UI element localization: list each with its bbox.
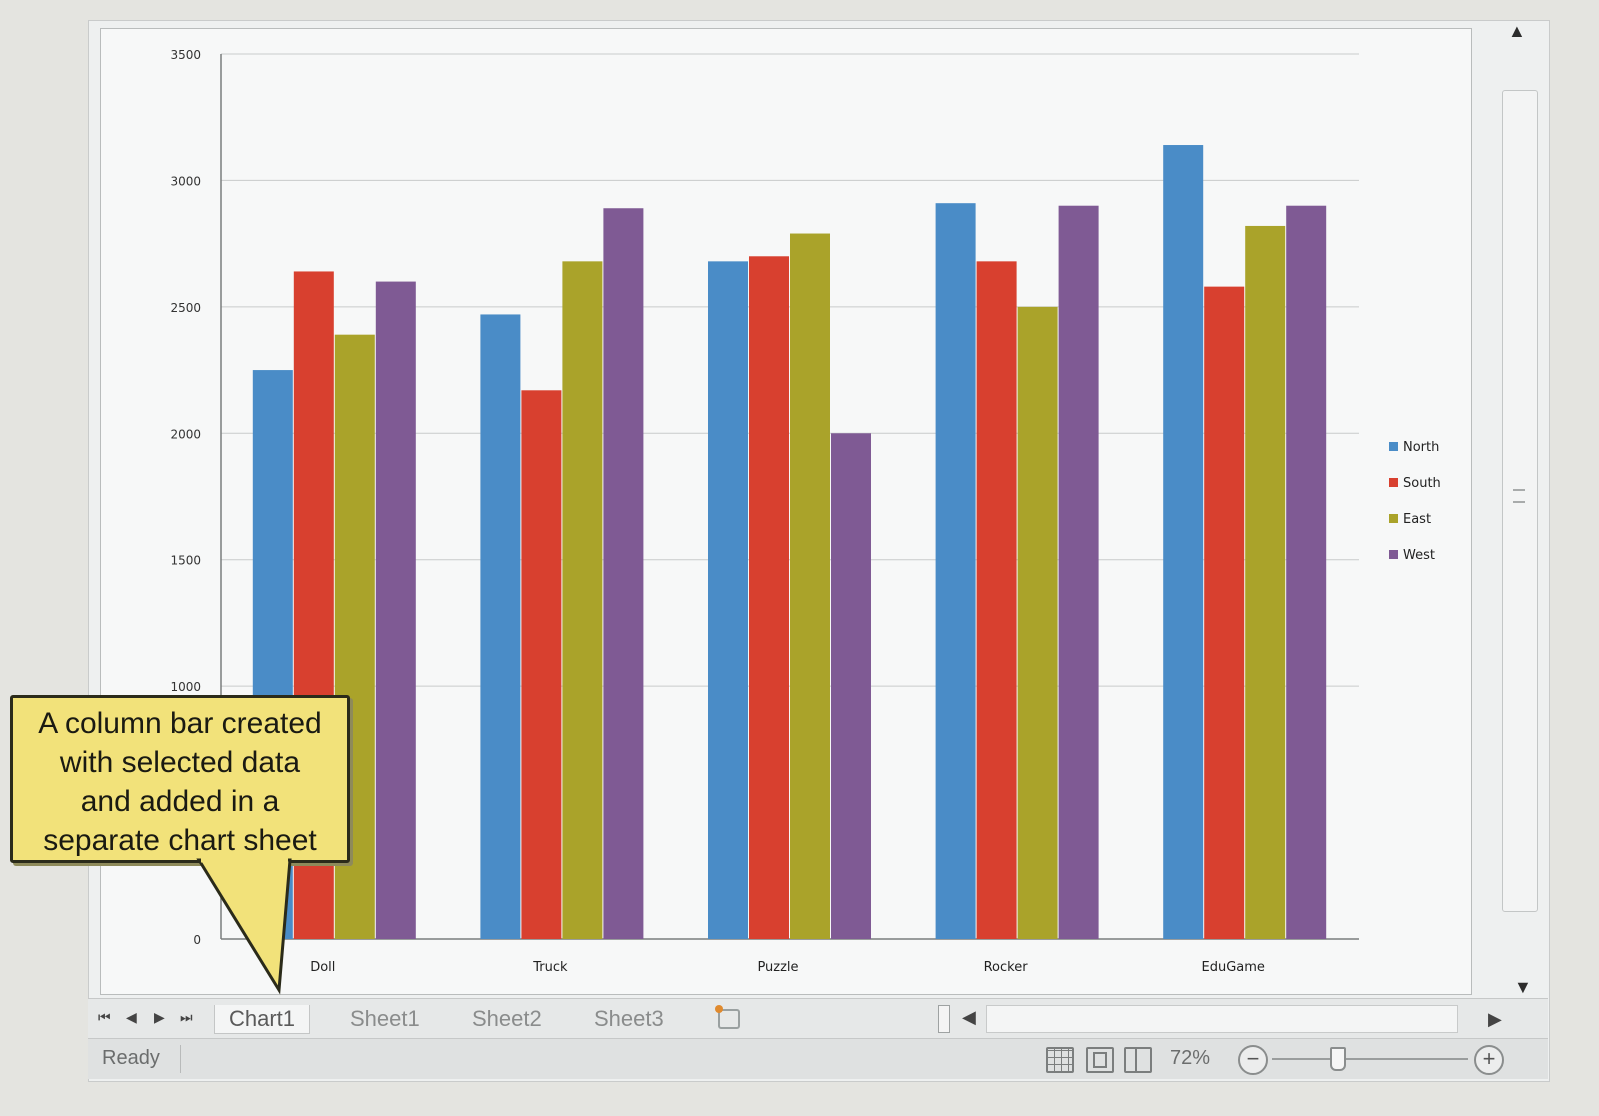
status-bar: Ready 72% − + (88, 1038, 1548, 1079)
last-sheet-icon[interactable]: ⏭ (180, 1009, 193, 1025)
callout-pointer (196, 858, 292, 995)
bar-south-puzzle (749, 256, 789, 939)
bar-west-puzzle (831, 433, 871, 939)
zoom-slider-thumb[interactable] (1330, 1047, 1346, 1071)
x-tick-label: Doll (310, 960, 335, 975)
legend-swatch (1389, 442, 1398, 451)
tab-sheet2[interactable]: Sheet2 (472, 1006, 542, 1031)
column-chart: 0 1000 1500 2000 2500 3000 3500 Doll Truck Puzzle… (170, 48, 1441, 975)
bar-west-rocker (1058, 205, 1099, 939)
bar-south-edugame (1204, 286, 1245, 940)
bar-west-truck (603, 208, 644, 939)
x-tick-label: Puzzle (757, 960, 798, 975)
zoom-out-button[interactable]: − (1238, 1045, 1268, 1075)
sheet-tab-bar: ⏮ ◀ ▶ ⏭ Chart1 Sheet1 Sheet2 Sheet3 ◀ ▶ (88, 998, 1548, 1039)
x-tick-label: Rocker (984, 960, 1029, 975)
legend-label: North (1403, 440, 1439, 455)
tab-chart1[interactable]: Chart1 (214, 1005, 311, 1034)
tab-sheet1[interactable]: Sheet1 (350, 1006, 420, 1031)
callout-line: A column bar created (38, 707, 322, 740)
callout-line: with selected data (59, 746, 301, 779)
bar-north-edugame (1163, 145, 1204, 939)
normal-view-icon[interactable] (1046, 1047, 1074, 1073)
insert-sheet-icon[interactable] (715, 1005, 740, 1029)
zoom-in-button[interactable]: + (1474, 1045, 1504, 1075)
bar-south-truck (521, 390, 562, 939)
page-layout-view-icon[interactable] (1086, 1047, 1114, 1073)
y-tick-label: 2000 (170, 427, 201, 441)
x-tick-label: EduGame (1201, 960, 1264, 975)
first-sheet-icon[interactable]: ⏮ (98, 1009, 111, 1025)
callout-line: separate chart sheet (43, 824, 317, 857)
hscroll-left-icon[interactable]: ◀ (962, 1007, 976, 1027)
page-break-view-icon[interactable] (1124, 1047, 1152, 1073)
bar-north-truck (480, 314, 521, 939)
vertical-scrollbar[interactable] (1502, 90, 1538, 912)
y-tick-label: 1500 (170, 554, 201, 568)
bar-north-puzzle (708, 261, 748, 939)
legend-label: South (1403, 476, 1441, 491)
zoom-level[interactable]: 72% (1170, 1047, 1211, 1069)
y-tick-label: 3000 (170, 174, 201, 188)
next-sheet-icon[interactable]: ▶ (154, 1009, 165, 1025)
legend-swatch (1389, 550, 1398, 559)
callout-box: A column bar created with selected data … (10, 695, 350, 863)
y-tick-label: 0 (193, 933, 201, 947)
bar-east-edugame (1245, 225, 1286, 939)
bar-west-doll (375, 281, 416, 939)
tab-split-handle[interactable] (938, 1005, 950, 1033)
horizontal-scrollbar[interactable] (986, 1005, 1458, 1033)
bar-north-rocker (935, 203, 976, 939)
bar-west-edugame (1286, 205, 1327, 939)
y-tick-label: 3500 (170, 48, 201, 62)
bar-south-rocker (976, 261, 1017, 939)
status-ready: Ready (102, 1047, 160, 1069)
tab-sheet3[interactable]: Sheet3 (594, 1006, 664, 1031)
y-tick-label: 1000 (170, 680, 201, 694)
zoom-slider-track[interactable] (1272, 1058, 1468, 1060)
legend-swatch (1389, 514, 1398, 523)
legend-label: East (1403, 512, 1431, 527)
scroll-up-arrow-icon[interactable]: ▲ (1508, 21, 1526, 41)
x-tick-label: Truck (532, 960, 568, 975)
legend-swatch (1389, 478, 1398, 487)
status-divider (180, 1045, 181, 1073)
scroll-grip-icon[interactable] (1513, 489, 1525, 503)
bar-east-rocker (1017, 306, 1058, 939)
callout-line: and added in a (80, 785, 280, 818)
hscroll-right-icon[interactable]: ▶ (1488, 1009, 1502, 1029)
legend-label: West (1403, 548, 1435, 563)
y-tick-label: 2500 (170, 301, 201, 315)
prev-sheet-icon[interactable]: ◀ (126, 1009, 137, 1025)
scroll-down-arrow-icon[interactable]: ▼ (1514, 977, 1532, 997)
bar-east-puzzle (790, 233, 830, 939)
bar-east-truck (562, 261, 603, 939)
